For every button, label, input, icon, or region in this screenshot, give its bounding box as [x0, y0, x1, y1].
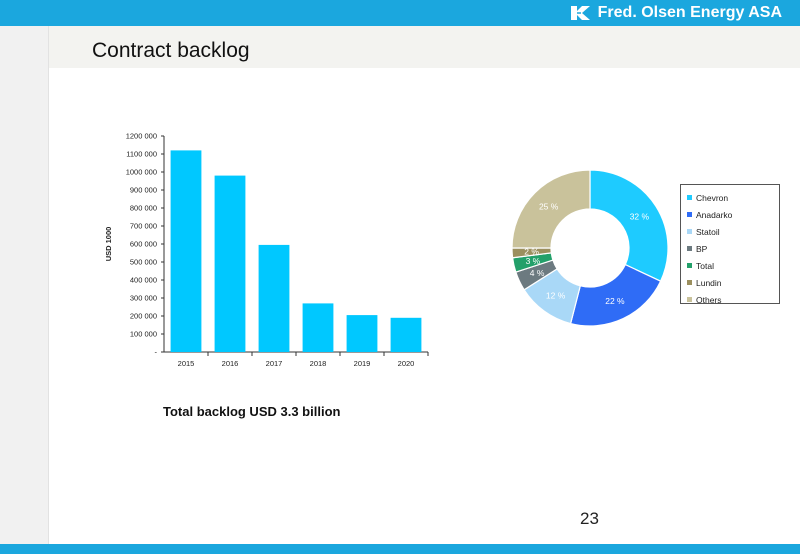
y-tick-label: 400 000: [130, 276, 157, 285]
page-number: 23: [580, 509, 599, 528]
y-tick-label: 200 000: [130, 312, 157, 321]
backlog-caption: Total backlog USD 3.3 billion: [163, 404, 341, 419]
legend-label: BP: [696, 243, 708, 254]
legend-swatch: [687, 229, 692, 234]
bar-chart-bars: [170, 150, 422, 352]
slice-label-chevron: 32 %: [630, 212, 650, 222]
legend-label: Anadarko: [696, 209, 733, 220]
legend-item-statoil: Statoil: [687, 223, 779, 240]
bar-2019: [346, 315, 378, 352]
bar-2018: [302, 303, 334, 352]
slice-label-anadarko: 22 %: [605, 296, 625, 306]
y-tick-label: 1200 000: [126, 132, 157, 141]
legend-item-lundin: Lundin: [687, 274, 779, 291]
donut-labels: 32 % 22 % 12 % 4 % 3 %2 % 25 %: [524, 202, 649, 306]
y-tick-label: 300 000: [130, 294, 157, 303]
bar-2015: [170, 150, 202, 352]
legend-swatch: [687, 263, 692, 268]
legend-label: Chevron: [696, 192, 729, 203]
x-tick-label: 2020: [398, 359, 415, 368]
bar-2017: [258, 244, 290, 352]
bar-chart-x-labels: 2015 2016 2017 2018 2019 2020: [178, 359, 415, 368]
legend-item-bp: BP: [687, 240, 779, 257]
legend-label: Others: [696, 294, 722, 305]
slice-label-total: 3 %: [526, 256, 541, 266]
legend-label: Lundin: [696, 277, 722, 288]
backlog-bar-chart: - 100 000 200 000 300 000 400 000 500 000 600 …: [104, 132, 429, 368]
legend-swatch: [687, 195, 692, 200]
x-tick-label: 2019: [354, 359, 371, 368]
y-tick-label: 700 000: [130, 222, 157, 231]
customer-donut-chart: 32 % 22 % 12 % 4 % 3 %2 % 25 %: [511, 169, 669, 327]
slice-label-lundin: 2 %: [524, 247, 539, 257]
legend-label: Total: [696, 260, 714, 271]
y-tick-label: 100 000: [130, 330, 157, 339]
header-bar: Fred. Olsen Energy ASA: [0, 0, 800, 26]
bar-chart-ticks: - 100 000 200 000 300 000 400 000 500 000 600 …: [126, 132, 429, 357]
legend-item-anadarko: Anadarko: [687, 206, 779, 223]
bar-2020: [390, 317, 422, 352]
legend-swatch: [687, 297, 692, 302]
legend-label: Statoil: [696, 226, 720, 237]
footer-bar: [0, 544, 800, 554]
page-title: Contract backlog: [92, 39, 250, 62]
y-axis-label: USD 1000: [104, 227, 113, 262]
x-tick-label: 2015: [178, 359, 195, 368]
left-margin-strip: [0, 26, 49, 544]
slice-label-others: 25 %: [539, 202, 559, 212]
fred-olsen-logo-icon: [570, 6, 590, 20]
slice-label-statoil: 12 %: [546, 290, 566, 300]
y-tick-label: 500 000: [130, 258, 157, 267]
slice-label-bp: 4 %: [530, 268, 545, 278]
y-tick-label: 600 000: [130, 240, 157, 249]
x-tick-label: 2018: [310, 359, 327, 368]
legend-swatch: [687, 280, 692, 285]
legend-item-total: Total: [687, 257, 779, 274]
y-tick-label: 800 000: [130, 204, 157, 213]
bar-2016: [214, 175, 246, 352]
y-tick-label: 900 000: [130, 186, 157, 195]
legend-item-chevron: Chevron: [687, 189, 779, 206]
slice-chevron: [589, 169, 669, 283]
x-tick-label: 2016: [222, 359, 239, 368]
y-tick-label: 1000 000: [126, 168, 157, 177]
brand-name: Fred. Olsen Energy ASA: [597, 4, 782, 21]
legend-item-others: Others: [687, 291, 779, 308]
slice-others: [511, 169, 591, 249]
donut-slices: [511, 169, 669, 327]
legend-swatch: [687, 212, 692, 217]
donut-legend: Chevron Anadarko Statoil BP Total Lundin Other…: [680, 184, 780, 305]
y-tick-label: 1100 000: [126, 150, 157, 159]
bar-chart-axes: [163, 136, 428, 353]
brand: Fred. Olsen Energy ASA: [570, 3, 782, 23]
x-tick-label: 2017: [266, 359, 283, 368]
title-band: [49, 26, 800, 68]
y-tick-label: -: [155, 348, 158, 357]
legend-swatch: [687, 246, 692, 251]
